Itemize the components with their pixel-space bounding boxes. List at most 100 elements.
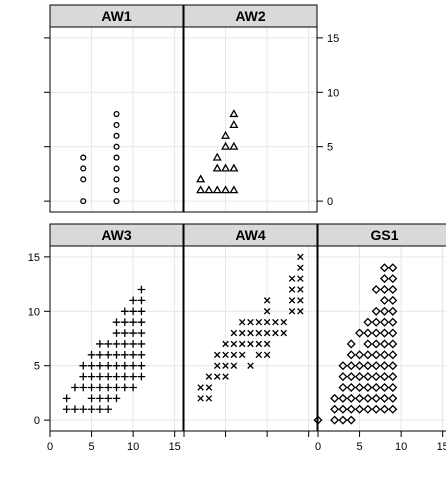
data-point-diamond [355,372,365,382]
data-point-diamond [338,372,348,382]
data-point-cross [247,362,254,369]
data-point-cross [272,318,279,326]
strip-label: AW3 [101,227,132,243]
panel-gs1: GS1 [313,223,446,432]
data-point-diamond [388,306,398,316]
y-tick-label: 5 [34,361,40,373]
data-point-plus [121,340,129,348]
data-point-plus [112,383,121,392]
data-point-cross [288,275,296,282]
data-point-plus [96,405,104,414]
data-point-cross [247,340,254,348]
data-point-diamond [363,328,373,338]
data-point-cross [297,308,304,315]
data-point-plus [121,351,129,359]
data-point-cross [255,351,263,359]
data-point-plus [129,296,137,305]
data-point-diamond [338,382,348,392]
data-point-diamond [338,415,348,425]
data-point-diamond [371,404,381,414]
data-point-diamond [388,274,398,284]
data-point-diamond [330,393,340,403]
data-point-plus [104,361,112,370]
data-point-cross [197,384,204,391]
data-point-diamond [379,404,390,414]
data-point-cross [205,395,213,402]
panel-points [80,111,120,205]
data-point-triangle [229,109,239,118]
data-point-circle [80,198,87,205]
data-point-plus [121,318,129,326]
panel-border [49,26,184,213]
data-point-cross [263,318,271,326]
data-point-cross [213,362,221,369]
panel-background [184,27,317,212]
data-point-diamond [346,372,356,382]
strip-label: AW4 [235,227,266,243]
data-point-diamond [363,372,373,382]
data-point-diamond [371,350,381,360]
data-point-plus [87,394,96,403]
data-point-plus [96,372,104,381]
panel-background [50,27,183,212]
data-point-diamond [371,361,381,371]
x-tick-label: 0 [47,441,53,453]
data-point-diamond [363,404,373,414]
data-point-cross [222,340,229,348]
x-tick-label: 5 [357,441,363,453]
data-point-plus [62,405,71,414]
data-point-cross [238,318,246,326]
data-point-plus [137,329,146,337]
data-point-cross [230,351,238,359]
data-point-diamond [371,393,381,403]
data-point-diamond [371,372,381,382]
panel-points [313,263,398,425]
data-point-cross [222,351,229,359]
data-point-diamond [355,361,365,371]
data-point-plus [137,361,146,370]
data-point-plus [129,361,137,370]
data-point-diamond [379,339,390,349]
data-point-diamond [388,317,398,327]
panel-border [317,245,446,432]
data-point-plus [79,383,88,392]
data-point-diamond [355,328,365,338]
data-point-triangle [204,185,214,194]
data-point-diamond [379,285,390,295]
data-point-plus [96,351,104,359]
data-point-diamond [388,382,398,392]
data-point-plus [96,394,104,403]
data-point-diamond [379,274,390,284]
data-point-triangle [196,174,206,183]
data-point-plus [137,318,146,326]
data-point-diamond [379,393,390,403]
data-point-cross [297,286,304,293]
data-point-cross [247,329,254,337]
panel-points [62,285,146,414]
data-point-cross [272,329,279,337]
data-point-plus [121,307,129,316]
data-point-diamond [379,295,390,305]
data-point-plus [104,394,112,403]
data-point-diamond [346,415,356,425]
data-point-triangle [221,163,231,172]
data-point-cross [255,329,263,337]
data-point-plus [129,372,137,381]
data-point-triangle [229,185,239,194]
data-point-plus [137,340,146,348]
data-point-cross [263,340,271,348]
data-point-plus [129,340,137,348]
data-point-circle [80,165,87,172]
data-point-plus [96,340,104,348]
data-point-plus [104,405,112,414]
data-point-plus [104,340,112,348]
y-tick-label: 15 [327,33,339,45]
data-point-cross [205,373,213,380]
data-point-plus [87,405,96,414]
data-point-plus [104,351,112,359]
data-point-cross [263,297,271,304]
data-point-diamond [379,382,390,392]
data-point-diamond [388,404,398,414]
data-point-cross [280,318,288,326]
data-point-plus [137,285,146,294]
